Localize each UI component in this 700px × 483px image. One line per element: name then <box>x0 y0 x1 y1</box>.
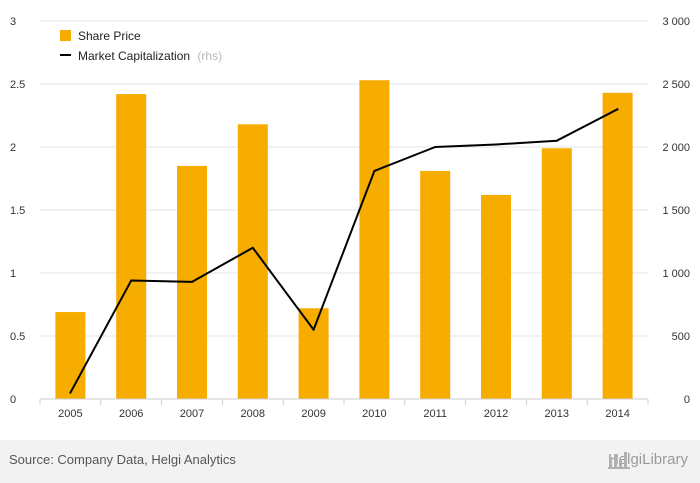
x-tick-label: 2014 <box>605 408 629 420</box>
legend: Share Price Market Capitalization (rhs) <box>60 29 222 63</box>
y-right-tick-label: 500 <box>672 331 690 343</box>
bar-2011 <box>420 170 451 399</box>
bar-2005 <box>55 312 86 399</box>
legend-label-market-cap-group: Market Capitalization (rhs) <box>78 49 222 63</box>
bar-2006 <box>116 94 147 399</box>
y-axis-right: 0 500 1 000 1 500 2 000 2 500 3 000 <box>662 16 690 406</box>
bar-2009 <box>298 308 329 399</box>
x-tick-label: 2009 <box>301 408 325 420</box>
legend-swatch-share-price <box>60 30 71 41</box>
y-right-tick-label: 1 500 <box>662 205 690 217</box>
point-2014 <box>616 108 619 111</box>
x-tick-label: 2006 <box>119 408 143 420</box>
y-axis-left: 0 0.5 1 1.5 2 2.5 3 <box>10 16 25 406</box>
x-tick-label: 2013 <box>545 408 569 420</box>
y-left-tick-label: 3 <box>10 16 16 28</box>
chart-svg: 2005 2006 2007 2008 2009 2010 2011 2012 2013 2014… <box>10 16 690 420</box>
y-left-tick-label: 2.5 <box>10 79 25 91</box>
point-2013 <box>555 139 558 142</box>
point-2005 <box>69 391 72 394</box>
library-icon <box>607 452 630 469</box>
bar-series <box>55 80 633 399</box>
point-2011 <box>434 146 437 148</box>
x-tick-label: 2007 <box>180 408 204 420</box>
point-2010 <box>373 169 376 172</box>
point-2006 <box>130 279 133 282</box>
legend-label-rhs: (rhs) <box>197 49 222 63</box>
y-left-tick-label: 0.5 <box>10 331 25 343</box>
point-2008 <box>251 246 254 249</box>
y-left-tick-label: 1.5 <box>10 205 25 217</box>
x-tick-label: 2011 <box>423 408 447 420</box>
y-right-tick-label: 1 000 <box>662 268 690 280</box>
line-market-capitalization <box>69 108 619 394</box>
x-tick-label: 2012 <box>484 408 508 420</box>
x-tick-label: 2005 <box>58 408 82 420</box>
brand-logo[interactable]: HelgiLibrary <box>607 451 688 469</box>
x-axis: 2005 2006 2007 2008 2009 2010 2011 2012 2013 2014 <box>39 398 649 420</box>
y-right-tick-label: 2 000 <box>662 142 690 154</box>
footer-bar: Source: Company Data, Helgi Analytics He… <box>0 440 700 483</box>
y-right-tick-label: 0 <box>684 394 690 406</box>
y-right-tick-label: 2 500 <box>662 79 690 91</box>
y-left-tick-label: 0 <box>10 394 16 406</box>
point-2012 <box>495 143 497 146</box>
x-tick-label: 2010 <box>362 408 386 420</box>
line-series <box>69 108 619 394</box>
point-2009 <box>312 328 315 331</box>
bar-2012 <box>481 194 511 399</box>
brand-name: HelgiLibrary <box>607 451 688 468</box>
y-right-tick-label: 3 000 <box>662 16 690 28</box>
bar-2010 <box>359 80 390 399</box>
legend-label-share-price: Share Price <box>78 29 141 43</box>
legend-label-market-cap: Market Capitalization <box>78 49 190 63</box>
y-left-tick-label: 2 <box>10 142 16 154</box>
bar-2014 <box>602 92 633 399</box>
x-tick-label: 2008 <box>241 408 265 420</box>
bar-2013 <box>541 148 572 399</box>
point-2007 <box>191 280 193 283</box>
source-text: Source: Company Data, Helgi Analytics <box>9 452 236 467</box>
y-left-tick-label: 1 <box>10 268 16 280</box>
